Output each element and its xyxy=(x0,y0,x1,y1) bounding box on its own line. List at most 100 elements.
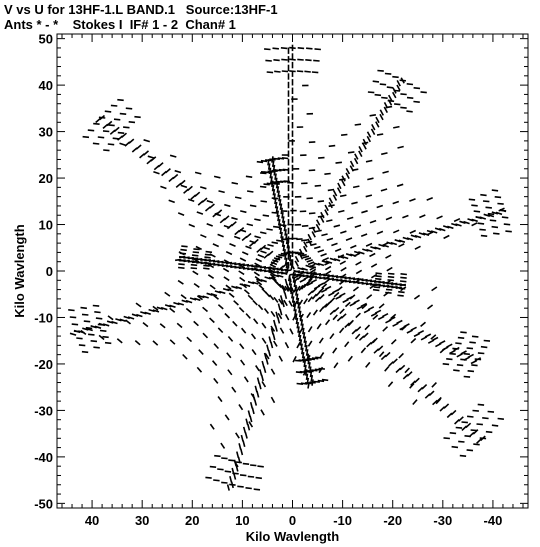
uv-tip-mark xyxy=(491,225,499,229)
uv-tip-mark xyxy=(266,71,274,74)
uv-ring-mark xyxy=(338,327,345,334)
uv-arm-mark xyxy=(229,262,237,265)
uv-arm-mark xyxy=(265,358,269,365)
uv-ring-mark xyxy=(135,302,142,308)
uv-arm-mark xyxy=(213,263,220,266)
uv-tip-mark xyxy=(479,228,486,231)
uv-tip-mark xyxy=(204,256,211,259)
uv-ring-mark xyxy=(98,334,105,341)
uv-ring-mark xyxy=(239,276,246,282)
uv-arm-mark xyxy=(375,116,380,124)
uv-ring-mark xyxy=(431,382,437,388)
uv-ring-mark xyxy=(328,144,336,148)
uv-tip-mark xyxy=(104,341,112,345)
data-marks xyxy=(68,44,512,491)
uv-ring-mark xyxy=(288,300,293,307)
uv-tip-mark xyxy=(456,364,464,367)
uv-ring-mark xyxy=(212,243,220,248)
uv-ring-mark xyxy=(331,242,338,247)
uv-ring-mark xyxy=(346,216,354,220)
uv-tip-mark xyxy=(192,251,200,254)
uv-tip-mark xyxy=(274,70,281,73)
uv-arm-mark xyxy=(280,272,288,275)
uv-ring-mark xyxy=(324,172,331,175)
uv-tip-mark xyxy=(311,369,318,372)
uv-ring-mark xyxy=(266,228,273,231)
uv-arm-mark xyxy=(254,385,258,393)
uv-arm-mark xyxy=(263,352,267,360)
uv-tip-mark xyxy=(80,306,87,310)
uv-ring-mark xyxy=(238,270,245,276)
uv-arm-mark xyxy=(231,285,238,289)
uv-arm-mark xyxy=(242,267,250,270)
uv-tip-mark xyxy=(179,255,186,259)
uv-ring-mark xyxy=(370,263,378,268)
uv-ring-mark xyxy=(314,184,322,187)
uv-tip-mark xyxy=(265,59,272,62)
uv-ring-mark xyxy=(239,343,245,350)
uv-tip-mark xyxy=(107,143,115,146)
uv-arm-mark xyxy=(240,448,244,456)
uv-tip-mark xyxy=(305,358,312,361)
uv-tip-mark xyxy=(459,454,467,457)
uv-ring-mark xyxy=(261,288,268,294)
uv-arm-mark xyxy=(309,265,317,269)
uv-arm-mark xyxy=(212,212,219,218)
uv-arm-mark xyxy=(324,209,329,216)
uv-arm-mark xyxy=(173,301,180,306)
uv-ring-mark xyxy=(269,273,276,279)
uv-arm-mark xyxy=(300,283,307,290)
uv-ring-mark xyxy=(263,308,270,314)
uv-arm-mark xyxy=(271,160,275,168)
uv-ring-mark xyxy=(382,326,389,332)
uv-ring-mark xyxy=(187,198,195,202)
uv-tip-mark xyxy=(477,403,485,406)
uv-arm-mark xyxy=(290,287,293,295)
uv-ring-mark xyxy=(246,190,254,193)
uv-tip-mark xyxy=(221,457,228,460)
uv-arm-mark xyxy=(332,194,338,201)
uv-ring-mark xyxy=(338,209,345,213)
uv-arm-mark xyxy=(229,476,233,483)
uv-arm-mark xyxy=(319,276,326,280)
uv-arm-mark xyxy=(266,344,270,352)
uv-ring-mark xyxy=(261,322,267,329)
uv-arm-mark xyxy=(244,432,248,439)
uv-arm-mark xyxy=(383,106,389,113)
uv-ring-mark xyxy=(278,355,283,362)
uv-tip-mark xyxy=(242,462,250,465)
uv-ring-mark xyxy=(143,139,151,143)
uv-ring-mark xyxy=(278,253,285,257)
uv-arm-mark xyxy=(284,257,288,265)
uv-tip-mark xyxy=(372,80,380,83)
uv-ring-mark xyxy=(369,284,376,290)
uv-tip-mark xyxy=(374,280,382,283)
uv-arm-mark xyxy=(288,275,292,283)
uv-arm-mark xyxy=(293,270,301,273)
uv-ring-mark xyxy=(335,161,342,164)
uv-arm-mark xyxy=(322,303,328,309)
uv-ring-mark xyxy=(243,289,250,295)
uv-ring-mark xyxy=(310,243,317,247)
uv-tip-mark xyxy=(178,266,185,269)
uv-tip-mark xyxy=(117,131,125,134)
uv-ring-mark xyxy=(277,312,283,320)
uv-tip-mark xyxy=(280,47,288,50)
uv-arm-mark xyxy=(314,273,322,276)
uv-arm-mark xyxy=(109,129,116,135)
uv-arm-mark xyxy=(278,194,281,202)
uv-arm-mark xyxy=(156,306,164,310)
uv-ring-mark xyxy=(169,339,176,345)
uv-arm-mark xyxy=(356,305,363,310)
uv-ring-mark xyxy=(254,262,261,267)
uv-arm-mark xyxy=(311,231,316,238)
uv-ring-mark xyxy=(254,218,261,222)
uv-arm-mark xyxy=(139,153,145,159)
uv-ring-mark xyxy=(369,114,377,117)
uv-arm-mark xyxy=(363,308,371,314)
uv-ring-mark xyxy=(199,186,207,190)
uv-ring-mark xyxy=(225,284,232,290)
uv-tip-mark xyxy=(455,342,462,345)
uv-ring-mark xyxy=(268,294,275,301)
uv-arm-mark xyxy=(247,423,251,431)
